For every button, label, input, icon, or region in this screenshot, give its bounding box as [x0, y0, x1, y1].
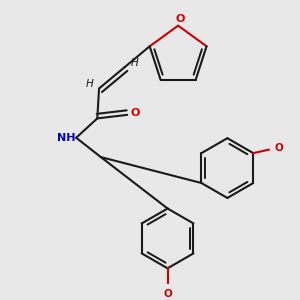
Text: O: O [163, 289, 172, 299]
Text: O: O [130, 108, 140, 118]
Text: H: H [130, 58, 138, 68]
Text: H: H [85, 79, 93, 89]
Text: O: O [274, 143, 283, 153]
Text: NH: NH [57, 133, 76, 143]
Text: O: O [175, 14, 184, 24]
